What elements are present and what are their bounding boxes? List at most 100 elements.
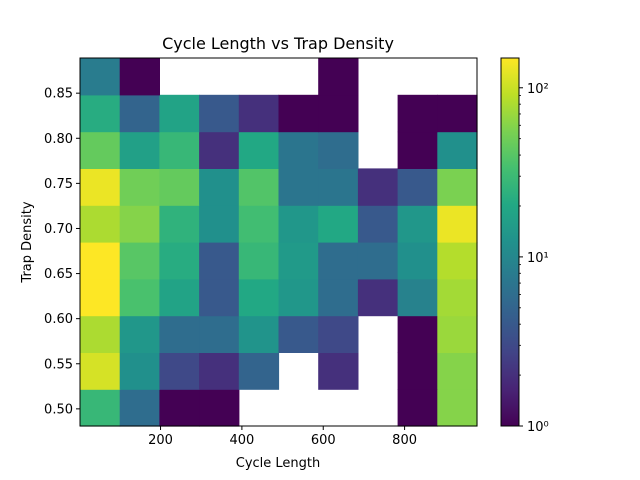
heatmap-cell	[119, 131, 160, 169]
y-tick-label: 0.85	[44, 87, 73, 102]
heatmap-cell	[278, 131, 319, 169]
y-tick-label: 0.75	[44, 177, 73, 192]
heatmap-cell	[159, 389, 200, 427]
heatmap-cell	[159, 94, 200, 133]
heatmap-cell	[357, 242, 399, 280]
heatmap-cell	[80, 352, 121, 390]
heatmap-cell	[278, 242, 319, 280]
x-axis-ticks: 200 400 600 800	[148, 426, 417, 448]
heatmap-cell	[397, 352, 438, 390]
y-tick-label: 0.70	[44, 222, 73, 237]
heatmap-cells	[80, 58, 478, 427]
heatmap-cell	[318, 352, 359, 390]
x-tick-label: 600	[311, 433, 336, 448]
heatmap-cell	[437, 278, 478, 317]
heatmap-cell	[199, 94, 240, 133]
heatmap-cell	[397, 278, 438, 317]
heatmap-cell	[159, 242, 200, 280]
heatmap-cell	[238, 94, 280, 133]
heatmap-cell	[119, 352, 160, 390]
heatmap-cell	[80, 315, 121, 353]
x-axis-label: Cycle Length	[236, 456, 321, 471]
heatmap-cell	[318, 168, 359, 206]
colorbar-tick-label: 10⁰	[527, 420, 549, 435]
heatmap-cell	[437, 315, 478, 353]
heatmap-cell	[238, 205, 280, 243]
heatmap-cell	[80, 131, 121, 169]
heatmap-cell	[238, 131, 280, 169]
heatmap-cell	[238, 168, 280, 206]
heatmap-cell	[278, 315, 319, 353]
heatmap-cell	[318, 94, 359, 133]
heatmap-cell	[80, 94, 121, 133]
heatmap-cell	[159, 315, 200, 353]
heatmap-cell	[199, 168, 240, 206]
heatmap-cell	[199, 205, 240, 243]
heatmap-cell	[318, 242, 359, 280]
heatmap-cell	[397, 242, 438, 280]
heatmap-cell	[357, 168, 399, 206]
heatmap-cell	[397, 315, 438, 353]
heatmap-cell	[199, 315, 240, 353]
y-tick-label: 0.60	[44, 312, 73, 327]
heatmap-cell	[119, 94, 160, 133]
heatmap-cell	[159, 352, 200, 390]
heatmap-cell	[278, 94, 319, 133]
heatmap-cell	[437, 94, 478, 133]
heatmap-cell	[397, 131, 438, 169]
heatmap-cell	[437, 389, 478, 427]
heatmap-cell	[199, 242, 240, 280]
chart-title: Cycle Length vs Trap Density	[162, 34, 394, 53]
colorbar-ticks: 10⁰ 10¹ 10²	[519, 82, 549, 435]
heatmap-cell	[199, 389, 240, 427]
heatmap-cell	[119, 315, 160, 353]
heatmap-cell	[80, 278, 121, 317]
y-tick-label: 0.50	[44, 402, 73, 417]
heatmap-cell	[199, 131, 240, 169]
x-tick-label: 200	[148, 433, 173, 448]
heatmap-cell	[397, 168, 438, 206]
heatmap-cell	[278, 205, 319, 243]
heatmap-cell	[318, 58, 359, 96]
heatmap-cell	[119, 389, 160, 427]
heatmap-cell	[318, 278, 359, 317]
heatmap-cell	[119, 205, 160, 243]
x-tick-label: 400	[229, 433, 254, 448]
heatmap-cell	[437, 131, 478, 169]
heatmap-cell	[397, 94, 438, 133]
heatmap-cell	[238, 278, 280, 317]
heatmap-cell	[159, 131, 200, 169]
heatmap-cell	[318, 315, 359, 353]
heatmap-cell	[397, 205, 438, 243]
x-tick-label: 800	[392, 433, 417, 448]
heatmap-cell	[80, 389, 121, 427]
y-axis-label: Trap Density	[20, 201, 35, 283]
heatmap-cell	[80, 58, 121, 96]
heatmap-cell	[437, 168, 478, 206]
heatmap-cell	[357, 205, 399, 243]
heatmap-cell	[437, 352, 478, 390]
heatmap-cell	[238, 352, 280, 390]
y-tick-label: 0.80	[44, 132, 73, 147]
heatmap-cell	[318, 131, 359, 169]
colorbar	[500, 57, 520, 427]
plot-frame	[79, 57, 478, 427]
heatmap-cell	[119, 58, 160, 96]
y-tick-label: 0.55	[44, 357, 73, 372]
heatmap-cell	[199, 352, 240, 390]
heatmap-cell	[278, 278, 319, 317]
heatmap-cell	[318, 205, 359, 243]
heatmap-cell	[159, 168, 200, 206]
heatmap-cell	[397, 389, 438, 427]
heatmap-cell	[159, 278, 200, 317]
colorbar-tick-label: 10¹	[527, 251, 549, 266]
heatmap-cell	[238, 315, 280, 353]
heatmap-cell	[437, 205, 478, 243]
heatmap-cell	[357, 278, 399, 317]
heatmap-cell	[199, 278, 240, 317]
heatmap-cell	[80, 242, 121, 280]
heatmap-cell	[80, 168, 121, 206]
heatmap-cell	[159, 205, 200, 243]
heatmap-cell	[437, 242, 478, 280]
